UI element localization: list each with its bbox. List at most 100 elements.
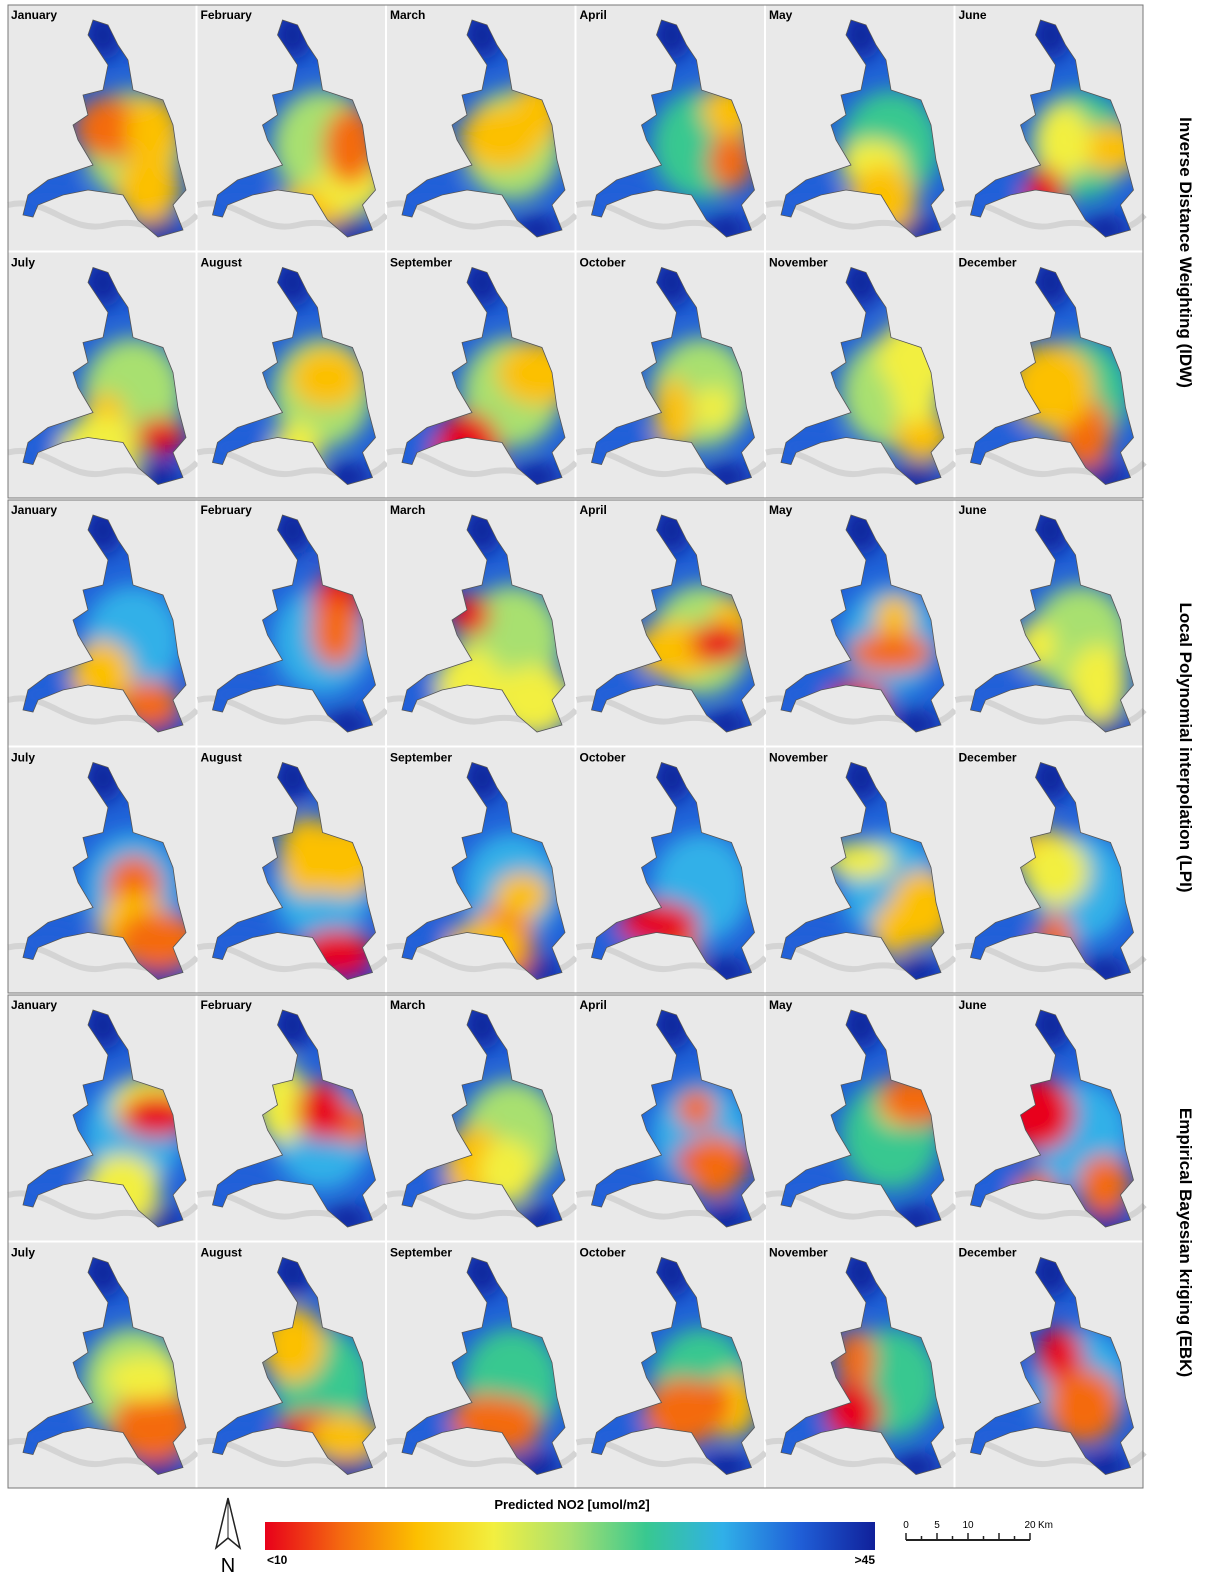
month-label: October — [580, 751, 626, 765]
month-label: March — [390, 503, 425, 517]
map-panel: May — [765, 5, 958, 251]
map-panel: June — [954, 500, 1147, 746]
month-label: January — [11, 998, 57, 1012]
month-label: June — [959, 8, 987, 22]
month-label: May — [769, 8, 793, 22]
month-label: August — [201, 1246, 242, 1260]
group-frame — [7, 994, 1144, 1489]
group-frame — [7, 4, 1144, 499]
month-label: February — [201, 8, 253, 22]
blob — [512, 462, 562, 485]
legend-title: Predicted NO2 [umol/m2] — [494, 1497, 649, 1512]
blob — [685, 1134, 744, 1198]
surface-blobs — [591, 1257, 755, 1475]
city-outline — [22, 514, 187, 733]
month-label: July — [11, 256, 35, 270]
map-panel: December — [954, 252, 1147, 498]
map-panel: December — [954, 1242, 1147, 1488]
method-label: Empirical Bayesian kriging (EBK) — [1176, 1108, 1195, 1377]
scale-label: 10 — [962, 1520, 974, 1531]
city-outline — [970, 1009, 1134, 1228]
month-label: December — [959, 256, 1017, 270]
month-label: June — [959, 998, 987, 1012]
month-label: December — [959, 1246, 1017, 1260]
map-panel: July — [7, 1242, 200, 1488]
city-outline — [401, 19, 566, 238]
city-outline — [401, 1009, 566, 1228]
legend-min: <10 — [267, 1553, 288, 1567]
blob — [135, 417, 186, 455]
north-arrow: N — [214, 1497, 242, 1577]
blob — [891, 1452, 941, 1475]
month-label: September — [390, 256, 452, 270]
city-outline — [22, 761, 187, 980]
blob — [133, 462, 183, 485]
city-outline — [970, 514, 1134, 733]
city-outline — [212, 514, 376, 733]
city-outline — [401, 266, 566, 485]
blob — [1080, 957, 1131, 980]
month-label: September — [390, 1246, 452, 1260]
blob — [653, 377, 693, 452]
map-panel: June — [954, 5, 1147, 251]
month-label: October — [580, 256, 626, 270]
city-outline — [970, 266, 1134, 485]
map-panel: December — [954, 747, 1147, 993]
map-panel: May — [765, 995, 958, 1241]
map-panel: March — [386, 5, 579, 251]
city-outline — [591, 761, 755, 980]
map-panel: August — [196, 1242, 389, 1488]
blob — [891, 1205, 941, 1227]
blob — [891, 710, 941, 732]
scale-label: 0 — [903, 1520, 909, 1531]
scale-label: 20 — [1024, 1520, 1036, 1531]
city-outline — [591, 19, 755, 238]
city-outline — [591, 1256, 755, 1475]
surface-blobs — [23, 20, 183, 237]
city-outline — [780, 761, 945, 980]
month-label: September — [390, 751, 452, 765]
map-panel: November — [765, 252, 958, 498]
city-outline — [212, 761, 376, 980]
month-label: August — [201, 751, 242, 765]
color-bar — [265, 1522, 875, 1550]
scale-label: 5 — [934, 1520, 940, 1531]
group-frame — [7, 499, 1144, 994]
month-label: February — [201, 503, 253, 517]
blob — [847, 632, 934, 673]
blob — [1047, 1368, 1121, 1444]
city-outline — [591, 266, 755, 485]
legend-max: >45 — [855, 1553, 876, 1567]
city-outline — [22, 1256, 187, 1475]
map-panel: July — [7, 747, 200, 993]
blob — [322, 462, 373, 485]
map-panel: July — [7, 252, 200, 498]
month-label: April — [580, 8, 607, 22]
blob — [690, 624, 747, 664]
blob — [701, 462, 752, 485]
blob — [512, 215, 562, 237]
blob — [1080, 215, 1131, 237]
month-label: July — [11, 751, 35, 765]
method-label: Inverse Distance Weighting (IDW) — [1176, 117, 1195, 388]
scale-unit: Km — [1038, 1520, 1053, 1531]
map-panel: April — [575, 5, 768, 251]
city-outline — [970, 761, 1134, 980]
month-label: April — [580, 998, 607, 1012]
month-label: May — [769, 503, 793, 517]
city-outline — [970, 1256, 1134, 1475]
map-panel: August — [196, 252, 389, 498]
blob — [701, 1205, 752, 1227]
blob — [116, 152, 180, 224]
map-panel: August — [196, 747, 389, 993]
city-outline — [22, 1009, 187, 1228]
blob — [1080, 1205, 1131, 1227]
map-panel: May — [765, 500, 958, 746]
blob — [676, 1088, 716, 1129]
blob — [701, 957, 752, 980]
blob — [322, 1452, 373, 1475]
blob — [512, 1205, 562, 1227]
map-panel: October — [575, 747, 768, 993]
city-outline — [970, 19, 1134, 238]
